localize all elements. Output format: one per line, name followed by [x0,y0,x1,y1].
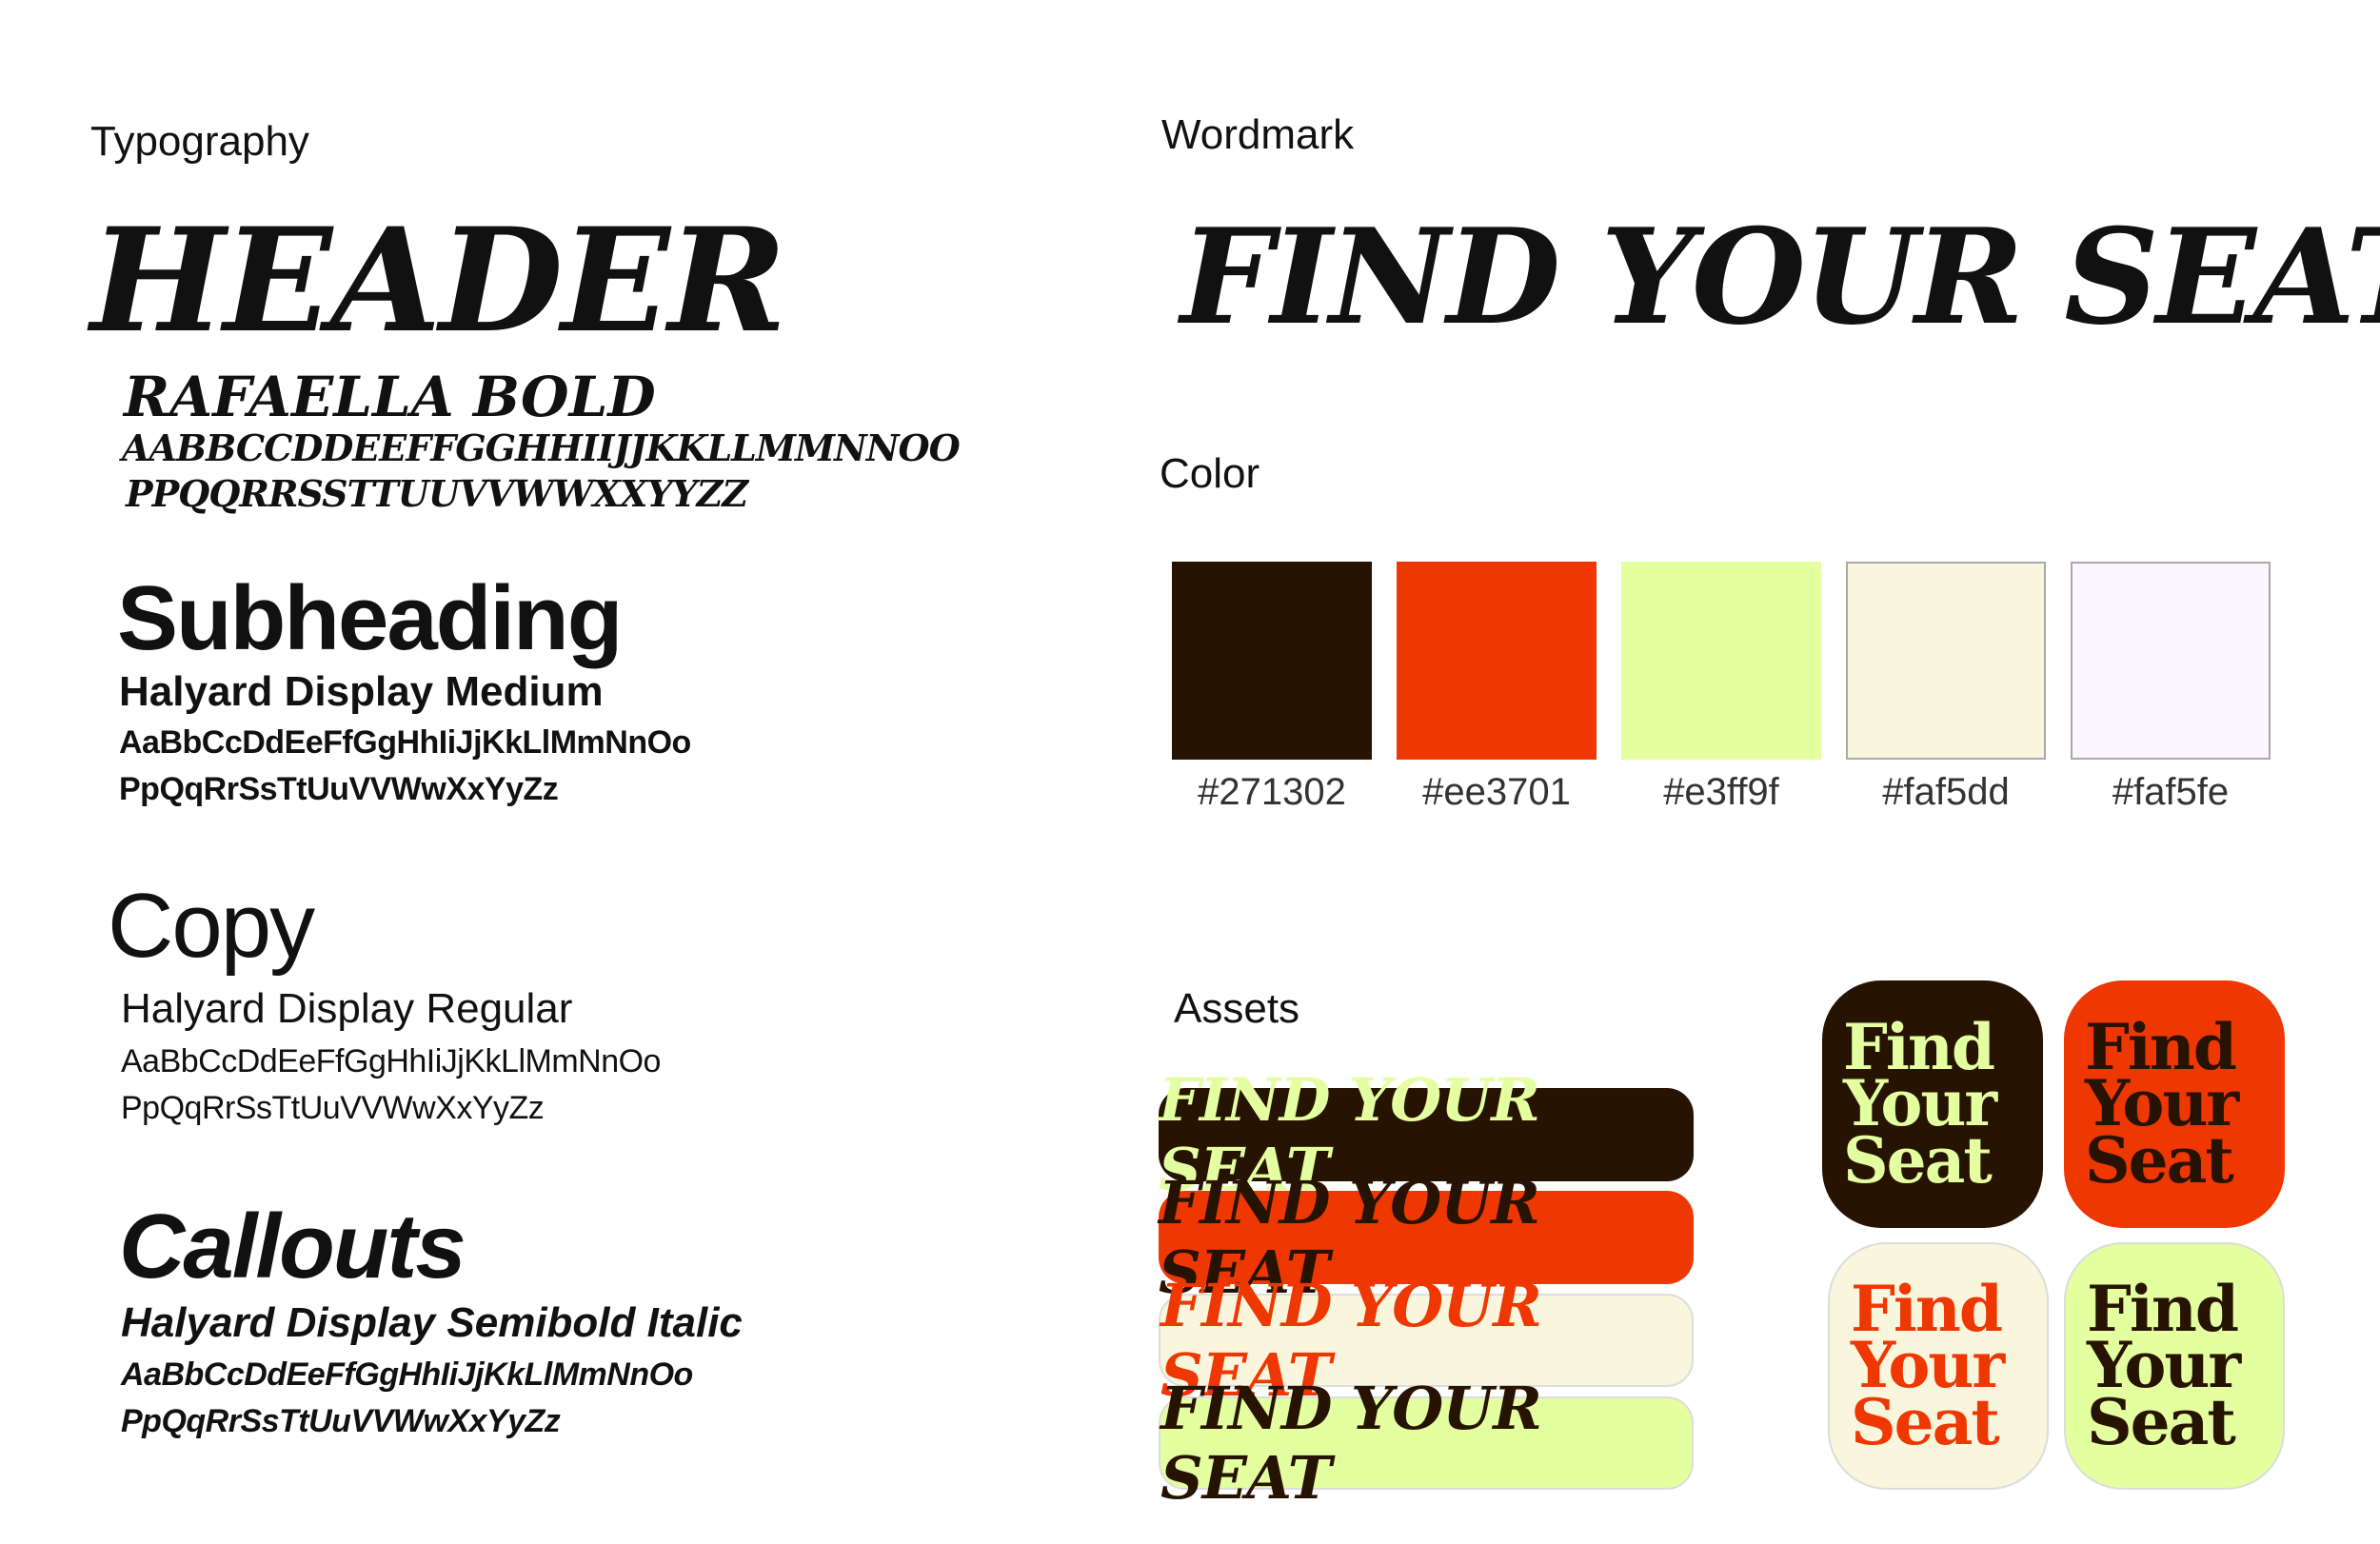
color-swatch-hex-label: #faf5fe [2112,771,2230,813]
color-section-label: Color [1160,450,1260,497]
stacked-wordmark-line: Your [1843,1066,1997,1141]
color-swatch [1846,562,2046,760]
stacked-wordmark-line: Seat [2087,1384,2236,1459]
copy-font-sample: Copy [108,875,315,977]
copy-alphabet-line-1: AaBbCcDdEeFfGgHhIiJjKkLlMmNnOo [121,1043,661,1079]
color-swatch [2071,562,2271,760]
stacked-wordmark-line: Find [1843,1009,1995,1084]
stacked-wordmark-line: Seat [1851,1384,2000,1459]
callouts-alphabet-line-2: PpQqRrSsTtUuVVWwXxYyZz [121,1403,561,1439]
stacked-wordmark-line: Find [2085,1009,2237,1084]
callouts-font-name: Halyard Display Semibold Italic [121,1299,743,1346]
subheading-font-name: Halyard Display Medium [119,668,604,715]
subheading-alphabet-line-2: PpQqRrSsTtUuVVWwXxYyZz [119,771,559,807]
stacked-wordmark-line: Seat [1843,1122,1993,1198]
copy-font-name: Halyard Display Regular [121,985,573,1032]
subheading-font-sample: Subheading [117,567,623,669]
stacked-wordmark-line: Seat [2085,1122,2234,1198]
assets-section-label: Assets [1174,985,1300,1032]
color-swatch-hex-label: #ee3701 [1422,771,1571,813]
header-font-name: RAFAELLA BOLD [124,365,656,429]
color-swatch-hex-label: #e3ff9f [1663,771,1779,813]
wordmark-pill-text: FIND YOUR SEAT [1160,1374,1542,1513]
stacked-wordmark-line: Find [1851,1271,2003,1346]
stacked-wordmark-line: Your [1851,1328,2005,1403]
wordmark-section-label: Wordmark [1161,111,1355,158]
typography-section-label: Typography [90,118,309,165]
wordmark-pill: FIND YOUR SEAT [1159,1065,1694,1204]
wordmark-pill: FIND YOUR SEAT [1159,1374,1694,1513]
color-swatch-hex-label: #271302 [1198,771,1346,813]
stacked-wordmark-tile: Find Your Seat [2064,980,2285,1228]
wordmark-pill: FIND YOUR SEAT [1159,1271,1694,1410]
callouts-alphabet-line-1: AaBbCcDdEeFfGgHhIiJjKkLlMmNnOo [121,1356,693,1393]
color-swatch [1397,562,1597,760]
color-swatch [1172,562,1372,760]
wordmark-pill-text: FIND YOUR SEAT [1159,1065,1540,1204]
header-font-sample: HEADER [90,197,787,365]
stacked-wordmark-line: Your [2085,1066,2239,1141]
wordmark-logo: FIND YOUR SEAT [1180,199,2380,354]
color-swatch [1621,562,1821,760]
color-swatch-hex-label: #faf5dd [1882,771,2010,813]
stacked-wordmark-tile: Find Your Seat [1822,980,2043,1228]
callouts-font-sample: Callouts [119,1196,466,1297]
header-alphabet-line-1: AABBCCDDEEFFGGHHIIJJKKLLMMNNOO [122,426,961,469]
stacked-wordmark-tile: Find Your Seat [1828,1242,2049,1490]
stacked-wordmark-line: Find [2087,1271,2239,1346]
stacked-wordmark-tile: Find Your Seat [2064,1242,2285,1490]
copy-alphabet-line-2: PpQqRrSsTtUuVVWwXxYyZz [121,1090,545,1126]
header-alphabet-line-2: PPQQRRSSTTUUVVWWXXYYZZ [126,472,748,515]
stacked-wordmark-line: Your [2087,1328,2241,1403]
subheading-alphabet-line-1: AaBbCcDdEeFfGgHhIiJjKkLlMmNnOo [119,724,691,761]
